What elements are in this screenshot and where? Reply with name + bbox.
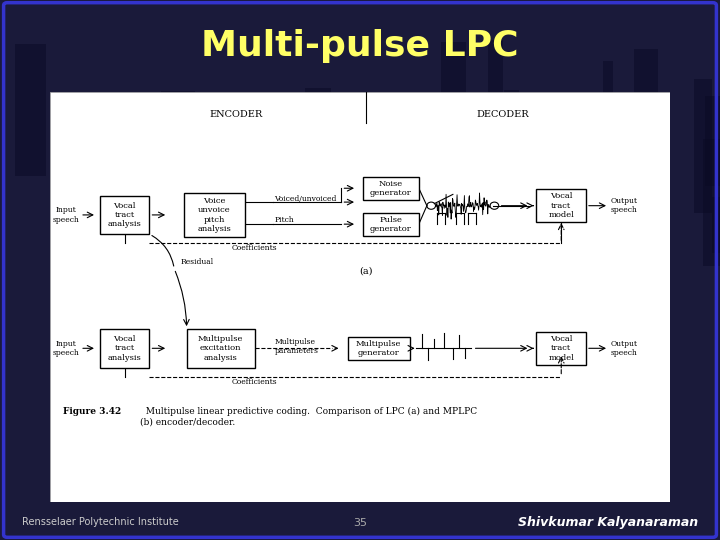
Bar: [488, 40, 503, 166]
Bar: [227, 119, 245, 222]
Bar: [142, 122, 159, 260]
Text: Voiced/unvoiced: Voiced/unvoiced: [274, 194, 337, 202]
Bar: [100, 195, 150, 234]
Bar: [14, 44, 46, 176]
Text: Coefficients: Coefficients: [232, 377, 277, 386]
Text: parameters: parameters: [274, 347, 318, 355]
Bar: [603, 60, 613, 219]
Bar: [711, 198, 720, 253]
Bar: [409, 224, 443, 261]
Bar: [536, 332, 586, 365]
Bar: [694, 79, 712, 213]
Bar: [408, 162, 423, 260]
Text: Pulse
generator: Pulse generator: [370, 215, 412, 233]
Bar: [305, 87, 330, 174]
Text: Residual: Residual: [181, 258, 214, 266]
Text: Output
speech: Output speech: [611, 197, 638, 214]
Text: Vocal
tract
analysis: Vocal tract analysis: [108, 335, 142, 361]
Bar: [395, 103, 423, 211]
Bar: [705, 97, 720, 186]
Bar: [423, 131, 430, 269]
Bar: [328, 174, 352, 203]
Bar: [204, 190, 215, 257]
Text: Coefficients: Coefficients: [232, 244, 277, 252]
Text: Multipulse: Multipulse: [274, 338, 315, 346]
Bar: [179, 102, 203, 208]
Text: (a): (a): [359, 267, 373, 276]
Bar: [703, 139, 720, 266]
Text: Noise
generator: Noise generator: [370, 180, 412, 197]
Bar: [95, 184, 122, 250]
Bar: [161, 91, 195, 179]
Bar: [376, 124, 395, 186]
Text: Multipulse
generator: Multipulse generator: [356, 340, 401, 357]
Text: Figure 3.42: Figure 3.42: [63, 407, 121, 416]
Text: Rensselaer Polytechnic Institute: Rensselaer Polytechnic Institute: [22, 517, 179, 527]
Text: 35: 35: [353, 518, 367, 528]
Bar: [184, 193, 246, 237]
Text: Pitch: Pitch: [274, 216, 294, 224]
Text: Multipulse linear predictive coding.  Comparison of LPC (a) and MPLPC
(b) encode: Multipulse linear predictive coding. Com…: [140, 407, 477, 427]
Bar: [100, 329, 150, 368]
Bar: [415, 128, 449, 198]
Text: Input
speech: Input speech: [53, 340, 79, 357]
Text: Voice
unvoice
pitch
analysis: Voice unvoice pitch analysis: [197, 197, 231, 233]
Text: Vocal
tract
analysis: Vocal tract analysis: [108, 202, 142, 228]
Bar: [363, 177, 419, 200]
Text: Vocal
tract
model: Vocal tract model: [549, 192, 574, 219]
Bar: [480, 201, 507, 256]
Bar: [186, 329, 255, 368]
Bar: [85, 122, 111, 168]
Bar: [114, 139, 125, 255]
Text: DECODER: DECODER: [476, 110, 528, 119]
Bar: [503, 90, 519, 227]
Bar: [348, 337, 410, 360]
Bar: [441, 42, 466, 197]
Bar: [363, 213, 419, 235]
Bar: [470, 154, 485, 244]
Text: Multipulse
excitation
analysis: Multipulse excitation analysis: [198, 335, 243, 361]
Text: Shivkumar Kalyanaraman: Shivkumar Kalyanaraman: [518, 516, 698, 529]
Text: Input
speech: Input speech: [53, 206, 79, 224]
Text: ENCODER: ENCODER: [210, 110, 263, 119]
Bar: [229, 159, 248, 195]
Text: Output
speech: Output speech: [611, 340, 638, 357]
Bar: [536, 189, 586, 222]
Bar: [259, 143, 279, 264]
Text: Multi-pulse LPC: Multi-pulse LPC: [202, 29, 518, 63]
Bar: [634, 49, 658, 195]
Text: Vocal
tract
model: Vocal tract model: [549, 335, 574, 361]
